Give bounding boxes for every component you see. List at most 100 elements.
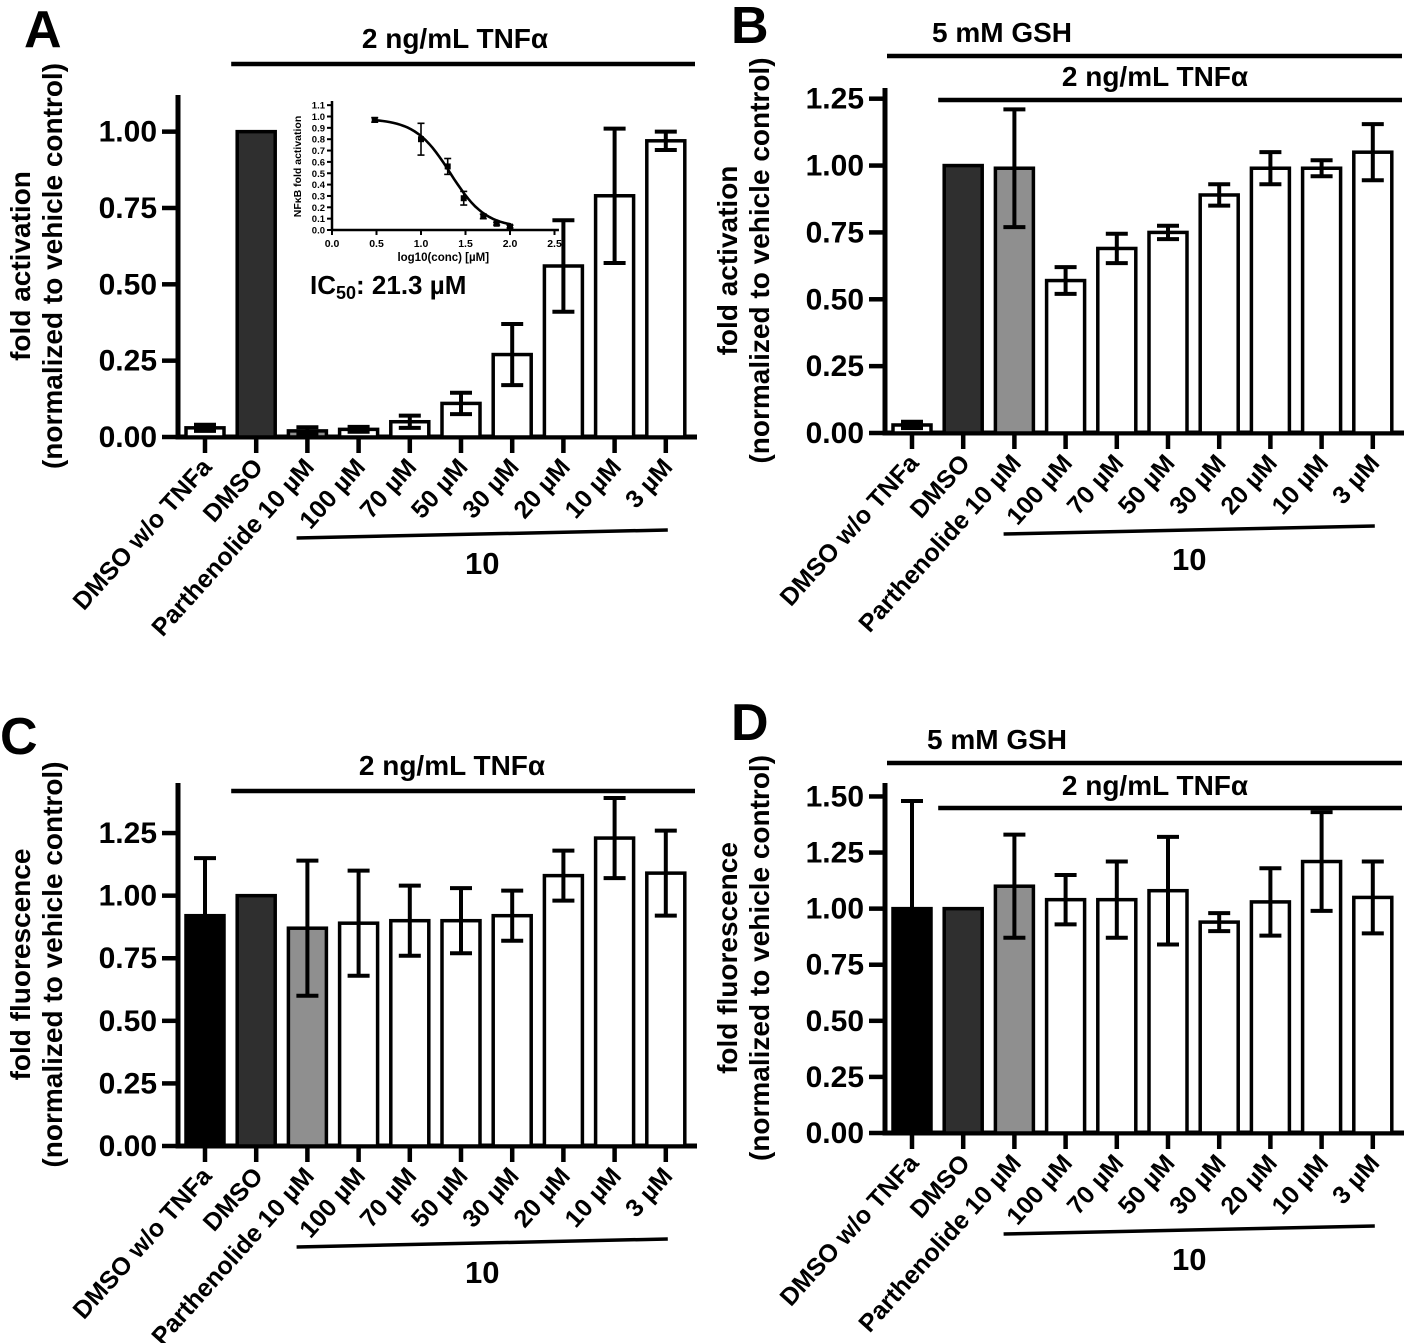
x-category-label: 20 µM xyxy=(1215,1149,1283,1220)
inset-y-tick-label: 0.2 xyxy=(312,203,325,214)
bar xyxy=(891,906,933,1135)
inset-y-tick-label: 0.3 xyxy=(312,191,325,202)
panel-d-chart: 5 mM GSH 2 ng/mL TNFα 0.00 0.25 0.50 0.75 1.00… xyxy=(712,724,1404,1338)
panel-b-chart: 5 mM GSH 2 ng/mL TNFα 0.00 0.25 0.50 0.75 1.00… xyxy=(712,17,1404,638)
treatment-header-label: 2 ng/mL TNFα xyxy=(362,23,548,54)
compound-group-line xyxy=(296,1237,668,1249)
bar xyxy=(1198,920,1240,1135)
bar xyxy=(993,166,1036,435)
y-axis-title: fold activation xyxy=(712,166,743,356)
inset-x-tick-label: 0.0 xyxy=(325,238,340,250)
x-category-label: 20 µM xyxy=(508,1162,576,1233)
bar xyxy=(1096,246,1138,435)
y-tick-label: 1.50 xyxy=(806,780,864,813)
treatment-header-label: 5 mM GSH xyxy=(932,17,1072,48)
x-category-label: 70 µM xyxy=(355,453,423,524)
inset-x-tick-label: 2.0 xyxy=(503,238,518,250)
x-category-label: 30 µM xyxy=(457,1162,525,1233)
y-tick-label: 0.50 xyxy=(806,283,864,316)
compound-group-line xyxy=(296,528,668,540)
inset-y-tick-label: 0.7 xyxy=(312,146,325,157)
y-tick-label: 0.25 xyxy=(99,1067,157,1100)
x-category-label: 3 µM xyxy=(1327,1149,1385,1209)
x-category-label: 10 µM xyxy=(1266,449,1334,520)
x-category-label: 3 µM xyxy=(620,1162,678,1222)
y-axis-title: (normalized to vehicle control) xyxy=(37,63,68,469)
y-tick-label: 1.25 xyxy=(806,837,864,870)
bar xyxy=(1044,897,1087,1135)
bar xyxy=(235,893,277,1148)
x-category-label: 10 µM xyxy=(1266,1149,1334,1220)
y-axis-title: (normalized to vehicle control) xyxy=(744,57,775,463)
y-tick-label: 1.25 xyxy=(99,817,157,850)
treatment-header-label: 2 ng/mL TNFα xyxy=(359,750,545,781)
inset-data-point xyxy=(418,136,424,143)
inset-x-tick-label: 1.0 xyxy=(414,238,429,250)
inset-data-point xyxy=(480,213,487,220)
y-tick-label: 1.00 xyxy=(99,116,157,149)
inset-x-tick-label: 2.5 xyxy=(547,238,562,250)
treatment-header-label: 2 ng/mL TNFα xyxy=(1062,770,1248,801)
compound-group-label: 10 xyxy=(1172,542,1206,577)
compound-group-line xyxy=(1003,524,1375,536)
y-tick-label: 1.00 xyxy=(806,893,864,926)
x-category-label: 50 µM xyxy=(406,453,474,524)
inset-y-tick-label: 0.5 xyxy=(312,169,326,180)
y-tick-label: 0.00 xyxy=(99,421,157,454)
inset-data-point xyxy=(371,116,378,123)
bar xyxy=(1300,166,1343,435)
y-tick-label: 0.00 xyxy=(806,1117,864,1150)
y-axis-title: fold fluorescence xyxy=(5,849,36,1081)
y-tick-label: 0.25 xyxy=(806,350,864,383)
y-axis-title: (normalized to vehicle control) xyxy=(37,761,68,1167)
inset-data-point xyxy=(507,223,513,230)
inset-y-tick-label: 1.1 xyxy=(312,101,326,112)
y-tick-label: 0.50 xyxy=(99,1005,157,1038)
bar xyxy=(1147,230,1189,435)
bar xyxy=(440,918,482,1148)
y-axis-title: fold activation xyxy=(5,171,36,361)
x-category-label: 70 µM xyxy=(1062,449,1130,520)
y-tick-label: 0.75 xyxy=(806,949,864,982)
bar xyxy=(942,163,984,435)
x-category-label: 50 µM xyxy=(1113,449,1181,520)
bar xyxy=(1198,193,1240,435)
inset-y-tick-label: 0.6 xyxy=(312,157,325,168)
compound-group-line xyxy=(1003,1224,1375,1236)
inset-x-axis-title: log10(conc) [µM] xyxy=(397,252,489,264)
x-category-label: 30 µM xyxy=(457,453,525,524)
bar xyxy=(235,129,277,439)
compound-group-label: 10 xyxy=(1172,1242,1206,1277)
y-tick-label: 0.00 xyxy=(806,417,864,450)
panel-c-chart: 2 ng/mL TNFα 0.00 0.25 0.50 0.75 1.00 1.25 fold… xyxy=(5,750,697,1343)
inset-data-point xyxy=(460,195,467,202)
y-tick-label: 0.25 xyxy=(806,1061,864,1094)
x-category-label: 50 µM xyxy=(406,1162,474,1233)
x-category-label: 3 µM xyxy=(620,453,678,513)
inset-data-point xyxy=(444,163,451,170)
y-tick-label: 0.75 xyxy=(99,192,157,225)
x-category-label: 70 µM xyxy=(1062,1149,1130,1220)
y-tick-label: 0.50 xyxy=(806,1005,864,1038)
panel-c-letter: C xyxy=(0,708,38,766)
y-tick-label: 1.00 xyxy=(806,150,864,183)
inset-fit-curve xyxy=(371,118,512,226)
bar xyxy=(593,836,636,1148)
y-tick-label: 0.75 xyxy=(99,942,157,975)
ic50-annotation: IC50: 21.3 µM xyxy=(310,270,466,303)
compound-group-label: 10 xyxy=(465,546,499,581)
x-category-label: 10 µM xyxy=(559,1162,627,1233)
bar xyxy=(645,139,687,439)
inset-y-axis-title: NFκB fold activation xyxy=(292,116,304,218)
treatment-header-label: 2 ng/mL TNFα xyxy=(1062,61,1248,92)
inset-data-point xyxy=(493,220,500,227)
x-category-label: 3 µM xyxy=(1327,449,1385,509)
y-tick-label: 0.75 xyxy=(806,216,864,249)
inset-y-tick-label: 0.0 xyxy=(312,226,325,237)
inset-x-tick-label: 0.5 xyxy=(369,238,384,250)
panel-a-chart: 2 ng/mL TNFα 0.00 0.25 0.50 0.75 1.00 fold act… xyxy=(5,23,697,642)
panel-d-letter: D xyxy=(731,694,769,752)
bar xyxy=(542,873,585,1148)
x-category-label: 70 µM xyxy=(355,1162,423,1233)
